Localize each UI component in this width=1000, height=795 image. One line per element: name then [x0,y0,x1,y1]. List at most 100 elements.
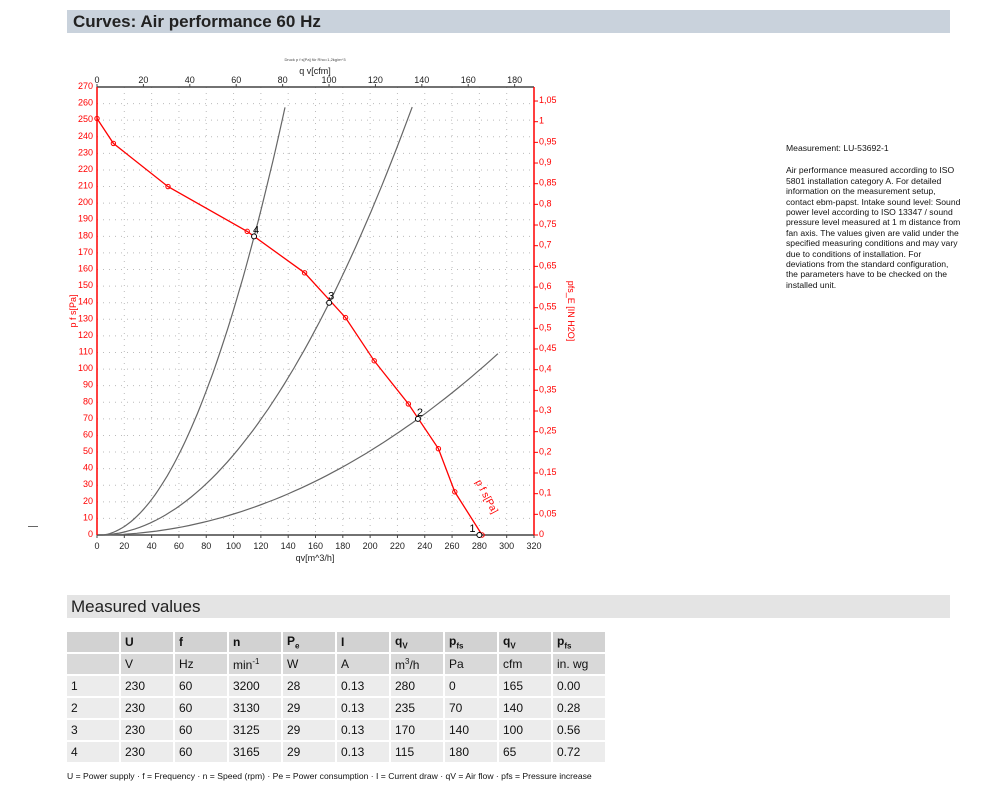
chart-title: Druck p f s[Pa] für Rho=1,2kg/m^3 [284,57,346,62]
table-cell: min-1 [229,654,283,676]
x-tick-label: 40 [147,541,157,551]
x2-tick-label: 180 [507,75,522,85]
x-tick-label: 120 [253,541,268,551]
y2-tick-label: 0,75 [539,219,557,229]
y-tick-label: 20 [83,496,93,506]
table-cell: pfs [553,632,607,654]
table-cell: 70 [445,698,499,720]
y2-tick-label: 0,35 [539,384,557,394]
x-tick-label: 180 [335,541,350,551]
y2-tick-label: 1,05 [539,95,557,105]
table-cell: V [121,654,175,676]
x-tick-label: 160 [308,541,323,551]
y2-tick-label: 0,55 [539,302,557,312]
table-cell: 280 [391,676,445,698]
y-axis-label: p f s[Pa] [68,294,78,327]
y2-tick-label: 0,95 [539,136,557,146]
table-cell: 180 [445,742,499,764]
page-title: Curves: Air performance 60 Hz [73,12,321,31]
table-cell: qV [391,632,445,654]
y-tick-label: 260 [78,98,93,108]
y-tick-label: 80 [83,396,93,406]
table-cell: 29 [283,720,337,742]
y-tick-label: 120 [78,330,93,340]
x-tick-label: 20 [119,541,129,551]
table-cell: 100 [499,720,553,742]
x-tick-label: 300 [499,541,514,551]
table-cell: m3/h [391,654,445,676]
x2-tick-label: 140 [414,75,429,85]
y-tick-label: 10 [83,512,93,522]
operating-point-label: 1 [469,523,475,535]
table-cell: Pa [445,654,499,676]
y2-tick-label: 0,7 [539,240,552,250]
table-cell: 29 [283,742,337,764]
y-tick-label: 230 [78,147,93,157]
table-cell: 28 [283,676,337,698]
table-cell: 3165 [229,742,283,764]
y-tick-label: 220 [78,164,93,174]
table-row: 3 230 60 3125 29 0.13 170 140 100 0.56 [67,720,607,742]
y-tick-label: 200 [78,197,93,207]
table-cell: 0.13 [337,742,391,764]
table-cell [67,632,121,654]
measured-values-title: Measured values [71,597,201,616]
y-tick-label: 100 [78,363,93,373]
table-cell: 165 [499,676,553,698]
system-curve [103,353,499,536]
x-tick-label: 100 [226,541,241,551]
table-cell: 230 [121,742,175,764]
measurement-info: Measurement: LU-53692-1 Air performance … [786,143,961,302]
measurement-description: Air performance measured according to IS… [786,165,961,290]
y2-tick-label: 0,25 [539,426,557,436]
table-row: 1 230 60 3200 28 0.13 280 0 165 0.00 [67,676,607,698]
table-cell: 235 [391,698,445,720]
table-cell: 140 [499,698,553,720]
operating-point [251,233,258,240]
system-curve [103,107,286,536]
table-cell: 65 [499,742,553,764]
x2-tick-label: 100 [322,75,337,85]
y-tick-label: 170 [78,247,93,257]
y2-tick-label: 0 [539,529,544,539]
y-tick-label: 180 [78,230,93,240]
table-row: 2 230 60 3130 29 0.13 235 70 140 0.28 [67,698,607,720]
table-cell: 0.00 [553,676,607,698]
y-tick-label: 110 [79,346,93,356]
y2-tick-label: 0,15 [539,467,557,477]
table-cell: 230 [121,720,175,742]
table-row: 4 230 60 3165 29 0.13 115 180 65 0.72 [67,742,607,764]
measured-values-header: Measured values [67,595,950,618]
measurement-id: Measurement: LU-53692-1 [786,143,889,153]
fan-curve [96,118,483,536]
y-tick-label: 50 [83,446,93,456]
fan-curve-marker [405,401,412,407]
x-tick-label: 60 [174,541,184,551]
x-tick-label: 280 [472,541,487,551]
fan-curve-marker [452,489,458,495]
air-performance-chart: 0 20 40 60 80 100 120 140 160 180 200 220 240 260 280 3… [68,57,576,563]
system-curve [103,106,413,536]
y2-axis-label: pfs_E [IN H2O] [566,281,576,342]
table-cell: pfs [445,632,499,654]
table-cell: I [337,632,391,654]
table-cell: 0.13 [337,698,391,720]
y-tick-label: 90 [83,380,93,390]
y-tick-label: 240 [78,131,93,141]
table-cell: qV [499,632,553,654]
y-tick-label: 250 [78,114,93,124]
y-tick-label: 150 [78,280,93,290]
table-cell: 0.13 [337,720,391,742]
y-tick-label: 190 [78,214,93,224]
y2-tick-label: 0,9 [539,157,552,167]
y-tick-label: 210 [78,181,93,191]
fan-curve-marker [94,115,100,122]
table-footnote: U = Power supply · f = Frequency · n = S… [67,771,592,781]
table-cell: 4 [67,742,121,764]
x2-tick-label: 40 [185,75,195,85]
table-cell: cfm [499,654,553,676]
y2-tick-label: 0,05 [539,508,557,518]
y2-tick-label: 0,65 [539,260,557,270]
x2-tick-label: 0 [94,75,99,85]
table-cell: 115 [391,742,445,764]
